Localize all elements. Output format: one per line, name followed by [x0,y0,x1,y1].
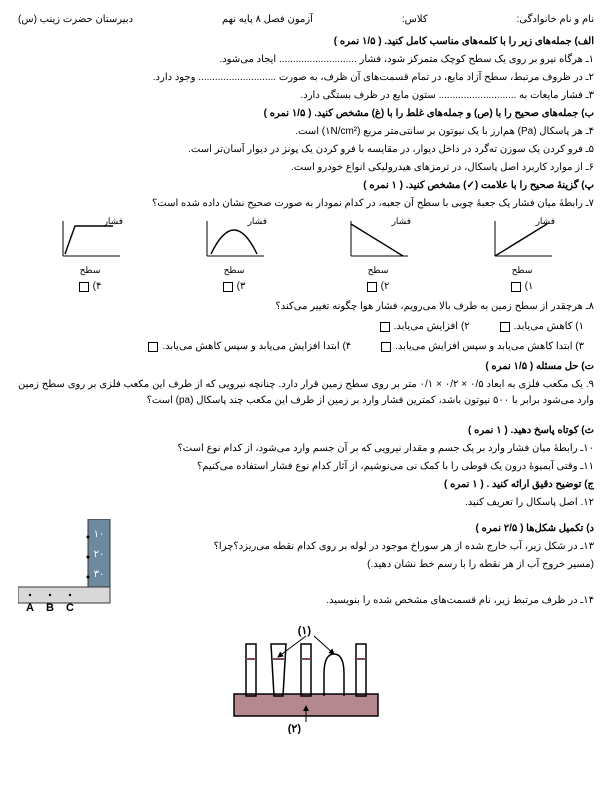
q5: ۵ـ فرو کردن یک سوزن ته‌گرد در داخل دیوار… [18,142,594,158]
checkbox-icon[interactable] [148,342,158,352]
section-se: ث) کوتاه پاسخ دهید. ( ۱ نمره ) [18,423,594,439]
checkbox-icon[interactable] [500,322,510,332]
q8-opt4: ۴) ابتدا افزایش می‌یابد و سپس کاهش می‌یا… [162,339,351,355]
school-name: دبیرستان حضرت زینب (س) [18,12,133,28]
q13a: ۱۳ـ در شکل زیر، آب خارج شده از هر سوراخ … [119,539,594,555]
q8: ۸ـ هرچقدر از سطح زمین به طرف بالا می‌روی… [18,299,594,315]
section-alef: الف) جمله‌های زیر را با کلمه‌های مناسب ک… [18,34,594,50]
q4-unit: (۱N/cm²) [322,126,361,137]
q8-opt1: ۱) کاهش می‌یابد. [514,319,584,335]
checkbox-icon[interactable] [79,282,89,292]
q7-charts: فشار سطح ۴) فشار سطح ۳) فشار سطح ۲) فش [18,216,594,295]
svg-text:(۲): (۲) [288,723,302,734]
opt2-label: ۲) [381,279,390,295]
section-te: ت) حل مسئله ( ۱/۵ نمره ) [18,359,594,375]
exam-title: آزمون فصل ۸ پایه نهم [222,12,313,28]
figure-q13: ۱۰ ۲۰ ۳۰ A B C [18,519,113,620]
svg-text:A: A [26,602,34,614]
q8-options-row2: ۳) ابتدا کاهش می‌یابد و سپس افزایش می‌یا… [28,339,584,355]
q4: ۴ـ هر پاسکال (Pa) هم‌ارز با یک نیوتون بر… [18,124,594,140]
chart-2-svg: فشار [343,216,413,261]
chart-opt-4: فشار سطح ۴) [40,216,140,295]
q8-opt2: ۲) افزایش می‌یابد. [394,319,470,335]
checkbox-icon[interactable] [223,282,233,292]
opt1-label: ۱) [525,279,534,295]
q4-text-b: است. [295,126,322,137]
svg-text:C: C [66,602,74,614]
q1: ۱ـ هرگاه نیرو بر روی یک سطح کوچک متمرکز … [18,52,594,68]
axis-x-1: سطح [512,263,533,277]
chart-opt-3: فشار سطح ۳) [184,216,284,295]
q14: ۱۴ـ در ظرف مرتبط زیر، نام قسمت‌های مشخص … [119,593,594,609]
name-field: نام و نام خانوادگی: [517,12,595,28]
q8-opt3: ۳) ابتدا کاهش می‌یابد و سپس افزایش می‌یا… [395,339,584,355]
svg-text:۳۰: ۳۰ [94,569,105,580]
checkbox-icon[interactable] [381,342,391,352]
chart-1-svg: فشار [487,216,557,261]
checkbox-icon[interactable] [367,282,377,292]
svg-text:۲۰: ۲۰ [94,549,105,560]
axis-x-2: سطح [368,263,389,277]
opt3-label: ۳) [237,279,246,295]
q12: ۱۲. اصل پاسکال را تعریف کنید. [18,495,594,511]
chart-3-svg: فشار [199,216,269,261]
svg-text:۱۰: ۱۰ [94,529,105,540]
checkbox-icon[interactable] [380,322,390,332]
chart-opt-1: فشار سطح ۱) [472,216,572,295]
exam-header: نام و نام خانوادگی: کلاس: آزمون فصل ۸ پا… [18,12,594,28]
q6: ۶ـ از موارد کاربرد اصل پاسکال، در ترمزها… [18,160,594,176]
section-be: ب) جمله‌های صحیح را با (ص) و جمله‌های غل… [18,106,594,122]
q7: ۷ـ رابطهٔ میان فشار یک جعبهٔ چوبی با سطح… [18,196,594,212]
checkbox-icon[interactable] [511,282,521,292]
svg-text:B: B [46,602,54,614]
q10: ۱۰ـ رابطهٔ میان فشار وارد بر یک جسم و مق… [18,441,594,457]
section-pe: پ) گزینهٔ صحیح را با علامت (✓) مشخص کنید… [18,178,594,194]
q3: ۳ـ فشار مایعات به ......................… [18,88,594,104]
class-field: کلاس: [402,12,428,28]
section-je: ج) توضیح دقیق ارائه کنید . ( ۱ نمره ) [18,477,594,493]
svg-text:فشار: فشار [247,216,267,227]
svg-text:(۱): (۱) [298,625,312,637]
q2: ۲ـ در ظروف مرتبط، سطح آزاد مایع، در تمام… [18,70,594,86]
chart-4-svg: فشار [55,216,125,261]
axis-x-3: سطح [224,263,245,277]
svg-text:فشار: فشار [391,216,411,227]
opt4-label: ۴) [93,279,102,295]
q13b: (مسیر خروج آب از هر نقطه را با رسم خط نش… [119,557,594,573]
q8-options-row1: ۱) کاهش می‌یابد. ۲) افزایش می‌یابد. [28,319,584,335]
axis-x-4: سطح [80,263,101,277]
chart-opt-2: فشار سطح ۲) [328,216,428,295]
figure-q14: (۱) (۲) [18,624,594,734]
section-de: د) تکمیل شکل‌ها ( ۲/۵ نمره ) [119,521,594,537]
q11: ۱۱ـ وقتی آبمیوهٔ درون یک قوطی را با کمک … [18,459,594,475]
q9: ۹. یک مکعب فلزی به ابعاد ۰/۵ × ۰/۲ × ۰/۱… [18,377,594,409]
q4-text-a: ۴ـ هر پاسکال (Pa) هم‌ارز با یک نیوتون بر… [360,126,594,137]
